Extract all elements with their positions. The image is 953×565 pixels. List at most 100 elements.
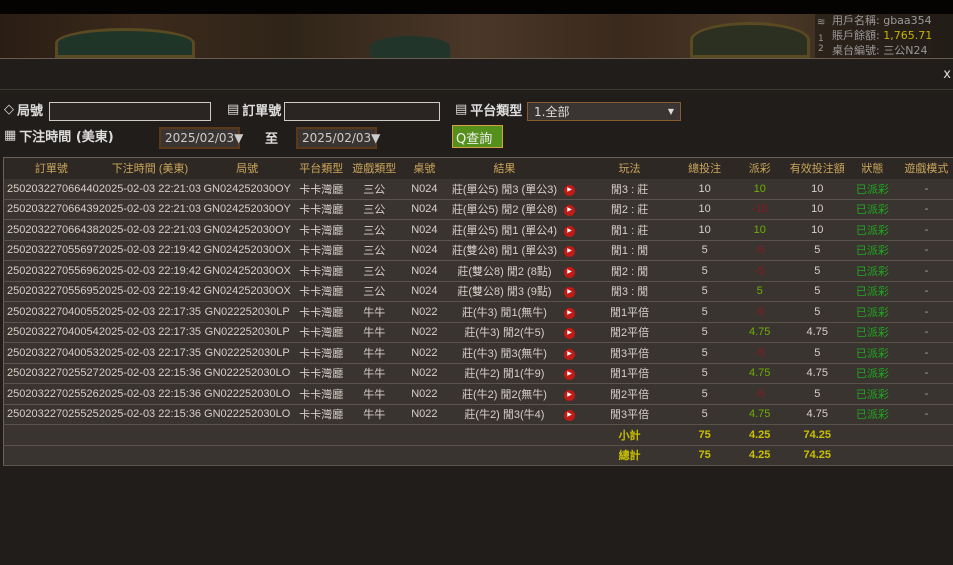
date-from-value: 2025/02/03 bbox=[165, 131, 235, 145]
table-header-row: 訂單號 下注時間 (美東) 局號 平台類型 遊戲類型 桌號 結果 玩法 總投注 派彩 有效投注額 狀態… bbox=[3, 157, 953, 179]
table-no: N024 bbox=[399, 219, 450, 241]
play-icon[interactable]: ▶ bbox=[564, 410, 575, 422]
replay-cell: ▶ bbox=[559, 383, 580, 405]
user-label: 用戶名稱: bbox=[832, 14, 880, 27]
bet-time: 2025-02-03 22:21:03 bbox=[98, 219, 202, 241]
platform: 卡卡灣廳 bbox=[293, 219, 350, 241]
close-button[interactable]: x bbox=[943, 67, 951, 82]
platform: 卡卡灣廳 bbox=[293, 383, 350, 405]
order-label-text: 訂單號 bbox=[242, 104, 282, 119]
game-type: 三公 bbox=[349, 260, 400, 282]
table-no: N024 bbox=[399, 281, 450, 302]
play-icon[interactable]: ▶ bbox=[564, 205, 575, 217]
total-bet: 5 bbox=[679, 404, 730, 425]
calendar-icon: ▦ bbox=[4, 128, 17, 143]
play-icon[interactable]: ▶ bbox=[564, 225, 575, 237]
play-icon[interactable]: ▶ bbox=[564, 369, 575, 381]
bet-time: 2025-02-03 22:19:42 bbox=[98, 240, 202, 261]
table-row: 250203227040053 2025-02-03 22:17:35 GN0222… bbox=[3, 342, 953, 364]
play-icon[interactable]: ▶ bbox=[564, 348, 575, 360]
subtotal-payout: 4.25 bbox=[729, 424, 790, 446]
column-header: 訂單號 bbox=[3, 157, 99, 179]
chevron-down-icon: ▼ bbox=[371, 131, 381, 145]
total-bet: 5 bbox=[679, 281, 730, 302]
table-row: 250203227025527 2025-02-03 22:15:36 GN0222… bbox=[3, 363, 953, 384]
table-row: 250203227025526 2025-02-03 22:15:36 GN0222… bbox=[3, 383, 953, 405]
payout: -5 bbox=[729, 240, 790, 261]
table-id: 三公N24 bbox=[883, 44, 928, 57]
game-mode: - bbox=[899, 199, 953, 220]
game-type: 三公 bbox=[349, 240, 400, 261]
play-icon[interactable]: ▶ bbox=[564, 246, 575, 258]
spacer bbox=[3, 445, 580, 466]
total-bet: 5 bbox=[679, 363, 730, 384]
valid-bet: 10 bbox=[789, 219, 845, 241]
date-from-picker[interactable]: 2025/02/03▼ bbox=[159, 127, 243, 149]
table-no: N022 bbox=[399, 404, 450, 425]
result: 莊(牛2) 閒3(牛4) bbox=[449, 404, 560, 425]
bet-time: 2025-02-03 22:15:36 bbox=[98, 383, 202, 405]
play-icon[interactable]: ▶ bbox=[564, 307, 575, 319]
table-no: N024 bbox=[399, 240, 450, 261]
total-bet: 10 bbox=[679, 219, 730, 241]
round-id: GN022252030LP bbox=[201, 301, 294, 323]
round-id: GN022252030LO bbox=[201, 404, 294, 425]
valid-bet: 5 bbox=[789, 260, 845, 282]
game-mode: - bbox=[899, 301, 953, 323]
replay-cell: ▶ bbox=[559, 240, 580, 261]
payout: -5 bbox=[729, 342, 790, 364]
play-icon[interactable]: ▶ bbox=[564, 266, 575, 278]
column-header: 狀態 bbox=[844, 157, 900, 179]
result: 莊(牛2) 閒1(牛9) bbox=[449, 363, 560, 384]
total-bet: 5 bbox=[679, 260, 730, 282]
status-badge: 已派彩 bbox=[844, 260, 900, 282]
game-type: 三公 bbox=[349, 178, 400, 200]
bet-type: 閒3 : 閒 bbox=[579, 281, 680, 302]
top-bar bbox=[0, 0, 953, 14]
payout: -10 bbox=[729, 199, 790, 220]
platform: 卡卡灣廳 bbox=[293, 260, 350, 282]
wifi-icon: ≋ bbox=[817, 17, 826, 28]
round-id: GN024252030OY bbox=[201, 199, 294, 220]
order-input[interactable] bbox=[284, 102, 440, 121]
replay-cell: ▶ bbox=[559, 178, 580, 200]
order-id: 250203227025526 bbox=[3, 383, 99, 405]
round-input[interactable] bbox=[49, 102, 211, 121]
bet-time: 2025-02-03 22:17:35 bbox=[98, 342, 202, 364]
result: 莊(雙公8) 閒1 (單公3) bbox=[449, 240, 560, 261]
time-filter-label: ▦ 下注時間 (美東) bbox=[4, 126, 114, 145]
play-icon[interactable]: ▶ bbox=[564, 389, 575, 401]
date-to-picker[interactable]: 2025/02/03▼ bbox=[296, 127, 381, 149]
query-button[interactable]: Q查詢 bbox=[452, 125, 503, 148]
divider bbox=[0, 89, 953, 90]
payout: 5 bbox=[729, 281, 790, 302]
platform-select[interactable]: 1.全部 ▼ bbox=[527, 102, 681, 121]
bet-type: 閒3平倍 bbox=[579, 342, 680, 364]
spacer bbox=[3, 424, 580, 446]
game-type: 三公 bbox=[349, 199, 400, 220]
payout: 10 bbox=[729, 219, 790, 241]
play-icon[interactable]: ▶ bbox=[564, 184, 575, 196]
valid-bet: 4.75 bbox=[789, 363, 845, 384]
platform: 卡卡灣廳 bbox=[293, 342, 350, 364]
play-icon[interactable]: ▶ bbox=[564, 287, 575, 299]
result: 莊(牛3) 閒2(牛5) bbox=[449, 322, 560, 343]
total-row: 總計 75 4.25 74.25 bbox=[3, 445, 953, 466]
balance-label: 賬戶餘額: bbox=[832, 29, 880, 42]
query-label: 查詢 bbox=[466, 132, 493, 147]
game-mode: - bbox=[899, 178, 953, 200]
game-mode: - bbox=[899, 322, 953, 343]
subtotal-row: 小計 75 4.25 74.25 bbox=[3, 424, 953, 446]
payout: -5 bbox=[729, 383, 790, 405]
round-id: GN022252030LO bbox=[201, 383, 294, 405]
result: 莊(單公5) 閒1 (單公4) bbox=[449, 219, 560, 241]
scene-table bbox=[370, 36, 450, 58]
payout: 4.75 bbox=[729, 322, 790, 343]
bet-time: 2025-02-03 22:17:35 bbox=[98, 301, 202, 323]
bet-history-dialog: x ◇ 局號 ▤ 訂單號 ▤ 平台類型 1.全部 ▼ ▦ 下注時間 (美東) 2025/0… bbox=[0, 58, 953, 565]
search-icon: Q bbox=[456, 132, 467, 147]
game-type: 三公 bbox=[349, 281, 400, 302]
play-icon[interactable]: ▶ bbox=[564, 328, 575, 340]
bet-type: 閒1平倍 bbox=[579, 363, 680, 384]
spacer bbox=[844, 445, 953, 466]
